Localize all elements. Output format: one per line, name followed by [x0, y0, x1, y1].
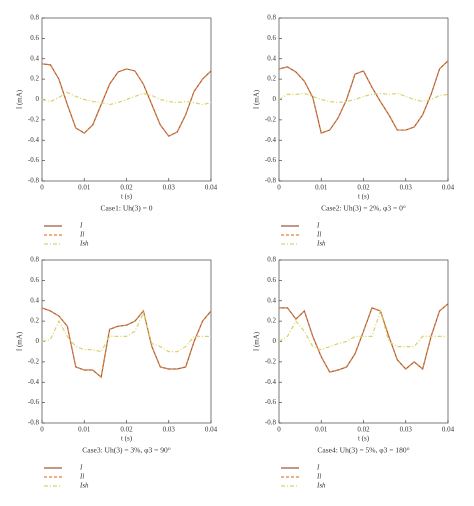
x-tick-label: 0.01 [78, 426, 91, 434]
legend-label: Ish [79, 240, 89, 248]
y-tick-label: 0.2 [30, 75, 39, 83]
x-tick-label: 0 [277, 184, 281, 192]
legend-label: Il [316, 231, 321, 239]
y-tick-label: -0.8 [28, 419, 40, 427]
y-tick-label: -0.2 [28, 357, 40, 365]
y-tick-label: -0.6 [265, 156, 277, 164]
plot-frame [278, 259, 449, 424]
x-tick-label: 0.04 [442, 184, 455, 192]
y-axis-label: I (mA) [16, 89, 24, 109]
y-tick-label: 0.6 [267, 34, 276, 42]
series-line [279, 303, 449, 373]
x-tick-label: 0.03 [163, 426, 176, 434]
y-tick-label: 0.8 [30, 14, 39, 22]
y-tick-label: 0 [36, 337, 40, 345]
y-tick-label: 0.2 [267, 75, 276, 83]
series-line [41, 63, 212, 137]
legend-label: Il [79, 231, 84, 239]
x-tick-label: 0.03 [400, 184, 413, 192]
x-tick-label: 0 [40, 184, 44, 192]
y-tick-label: 0.6 [267, 276, 276, 284]
y-tick-label: -0.6 [28, 156, 40, 164]
y-tick-label: 0.8 [267, 14, 276, 22]
y-tick-label: 0 [273, 95, 277, 103]
plot-frame [41, 17, 212, 182]
case-caption: Case4: Uh(3) = 5%, φ3 = 180° [317, 446, 409, 455]
y-tick-label: 0.6 [30, 34, 39, 42]
plot-frame [278, 17, 449, 182]
y-axis-label: I (mA) [253, 331, 261, 351]
y-tick-label: 0.4 [267, 296, 276, 304]
y-tick-label: 0.2 [30, 317, 39, 325]
legend-label: Ish [316, 482, 326, 490]
legend-label: Il [316, 473, 321, 481]
case-caption: Case2: Uh(3) = 2%, φ3 = 0° [321, 204, 406, 213]
x-tick-label: 0.04 [205, 426, 218, 434]
plot-frame [41, 259, 212, 424]
y-tick-label: -0.2 [28, 115, 40, 123]
x-tick-label: 0.02 [357, 184, 370, 192]
case-caption: Case1: Uh(3) = 0 [101, 204, 153, 213]
y-tick-label: 0.6 [30, 276, 39, 284]
y-tick-label: -0.8 [265, 177, 277, 185]
y-tick-label: -0.6 [28, 398, 40, 406]
legend-label: I [316, 464, 320, 472]
x-tick-label: 0 [277, 426, 281, 434]
y-tick-label: 0.2 [267, 317, 276, 325]
series-line [41, 307, 212, 379]
legend-label: Ish [316, 240, 326, 248]
y-axis-label: I (mA) [16, 331, 24, 351]
legend-label: Ish [79, 482, 89, 490]
y-tick-label: -0.8 [265, 419, 277, 427]
y-tick-label: 0.4 [30, 296, 39, 304]
y-tick-label: 0.8 [267, 256, 276, 264]
y-tick-label: -0.4 [28, 136, 40, 144]
x-tick-label: 0 [40, 426, 44, 434]
series-line [278, 308, 448, 351]
series-line [278, 60, 449, 134]
case-caption: Case3: Uh(3) = 3%, φ3 = 90° [82, 446, 170, 455]
y-tick-label: -0.4 [265, 378, 277, 386]
x-tick-label: 0.01 [315, 184, 328, 192]
y-tick-label: 0 [36, 95, 40, 103]
x-tick-label: 0.03 [163, 184, 176, 192]
y-tick-label: 0.4 [30, 54, 39, 62]
y-tick-label: -0.2 [265, 115, 277, 123]
y-tick-label: -0.4 [265, 136, 277, 144]
x-tick-label: 0.02 [357, 426, 370, 434]
x-tick-label: 0.02 [120, 184, 133, 192]
x-axis-label: t (s) [121, 435, 133, 443]
series-line [41, 63, 212, 137]
x-tick-label: 0.02 [120, 426, 133, 434]
y-tick-label: 0.4 [267, 54, 276, 62]
y-tick-label: -0.8 [28, 177, 40, 185]
y-tick-label: -0.4 [28, 378, 40, 386]
legend-label: I [79, 464, 83, 472]
legend-label: I [79, 222, 83, 230]
series-line [279, 303, 449, 373]
y-axis-label: I (mA) [253, 89, 261, 109]
series-line [278, 92, 449, 104]
x-tick-label: 0.01 [78, 184, 91, 192]
x-axis-label: t (s) [121, 193, 133, 201]
y-tick-label: 0.8 [30, 256, 39, 264]
x-axis-label: t (s) [358, 193, 370, 201]
x-axis-label: t (s) [358, 435, 370, 443]
y-tick-label: -0.2 [265, 357, 277, 365]
legend-label: Il [79, 473, 84, 481]
x-tick-label: 0.03 [400, 426, 413, 434]
legend-label: I [316, 222, 320, 230]
series-line [41, 311, 211, 353]
y-tick-label: -0.6 [265, 398, 277, 406]
y-tick-label: 0 [273, 337, 277, 345]
x-tick-label: 0.04 [442, 426, 455, 434]
x-tick-label: 0.01 [315, 426, 328, 434]
x-tick-label: 0.04 [205, 184, 218, 192]
